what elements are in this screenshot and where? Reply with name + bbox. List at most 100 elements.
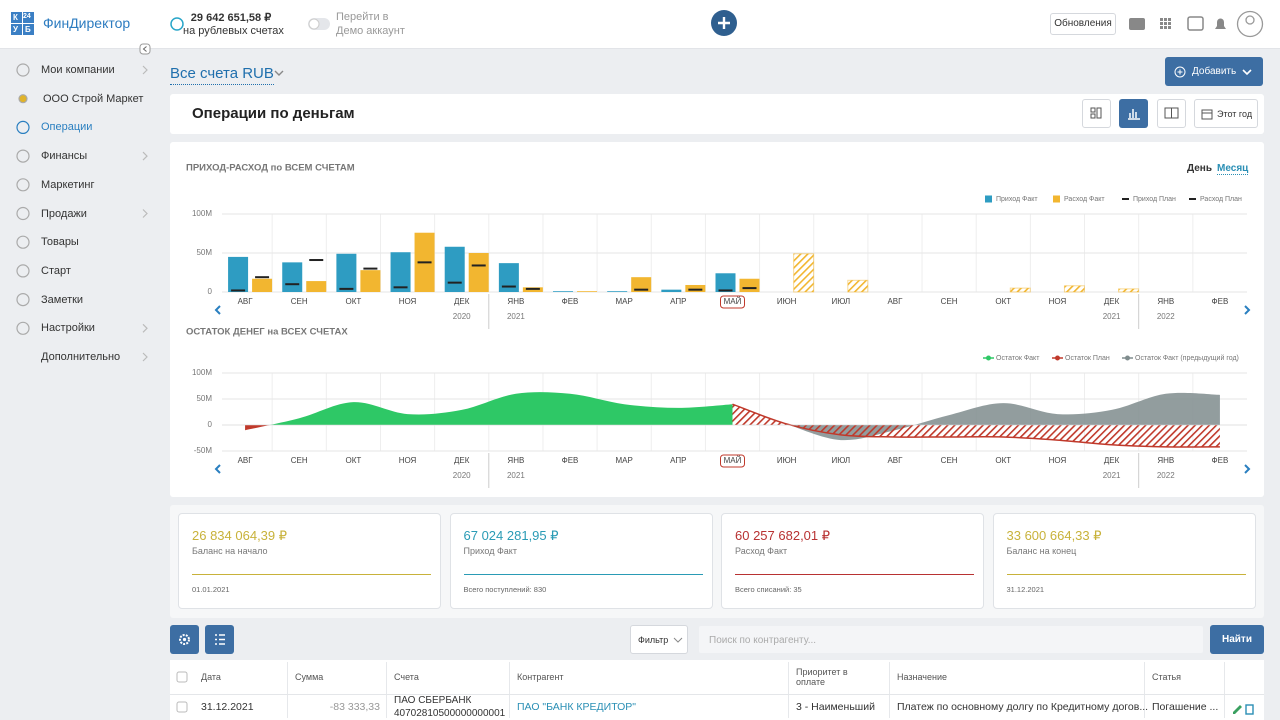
column-divider bbox=[1144, 662, 1145, 718]
plan-bar bbox=[1009, 287, 1031, 293]
bar bbox=[577, 291, 598, 292]
sidebar-item[interactable]: ООО Строй Маркет bbox=[43, 92, 144, 105]
bar bbox=[739, 278, 760, 292]
bar bbox=[607, 291, 628, 292]
column-header[interactable]: Назначение bbox=[897, 672, 948, 682]
x-tick-label: ИЮЛ bbox=[831, 456, 850, 465]
current-month-box bbox=[720, 454, 745, 468]
view-button[interactable] bbox=[1082, 99, 1111, 128]
table bbox=[170, 660, 1264, 720]
column-header[interactable]: Статья bbox=[1152, 672, 1182, 682]
year-label: 2022 bbox=[1157, 471, 1175, 480]
bar bbox=[444, 246, 465, 292]
bar bbox=[360, 270, 381, 292]
bar bbox=[228, 256, 249, 292]
y-tick-label: 100M bbox=[192, 368, 212, 377]
column-divider bbox=[386, 662, 387, 718]
chart-title: ПРИХОД-РАСХОД по ВСЕМ СЧЕТАМ bbox=[186, 163, 355, 174]
filter-label: Фильтр bbox=[638, 635, 669, 645]
updates-button[interactable]: Обновления bbox=[1050, 13, 1116, 35]
demo-label[interactable]: Перейти в bbox=[336, 11, 389, 23]
legend-label: Приход План bbox=[1133, 196, 1176, 203]
bar bbox=[390, 252, 411, 292]
column-divider bbox=[889, 662, 890, 718]
logo-box bbox=[23, 12, 34, 23]
legend-swatch bbox=[1055, 355, 1060, 361]
scroll-arrow[interactable] bbox=[214, 305, 221, 315]
wallet-icon[interactable] bbox=[1187, 16, 1204, 31]
sidebar-item[interactable]: Дополнительно bbox=[41, 351, 121, 363]
briefcase-icon[interactable] bbox=[1129, 18, 1145, 30]
sidebar-icon bbox=[16, 235, 30, 249]
sidebar-item[interactable]: Мои компании bbox=[41, 64, 115, 76]
column-header[interactable]: Приоритет в оплате bbox=[796, 667, 848, 687]
x-tick-label: СЕН bbox=[291, 456, 308, 465]
avatar[interactable] bbox=[1236, 10, 1264, 38]
edit-icon[interactable] bbox=[1233, 705, 1242, 714]
x-tick-label: ОКТ bbox=[346, 456, 362, 465]
column-divider bbox=[287, 662, 288, 718]
x-tick-label: ДЕК bbox=[1104, 456, 1120, 465]
collapse-button[interactable] bbox=[139, 43, 151, 55]
column-header[interactable]: Счета bbox=[394, 672, 419, 682]
chart: ОСТАТОК ДЕНЕГ на ВСЕХ СЧЕТАХ -50M 0 50M 100M… bbox=[186, 327, 1251, 488]
accounts-select[interactable]: Все счета RUB bbox=[170, 65, 274, 85]
sidebar-item[interactable]: Продажи bbox=[41, 207, 87, 220]
demo-label[interactable]: Демо аккаунт bbox=[336, 25, 405, 37]
cell-counterparty[interactable]: ПАО "БАНК КРЕДИТОР" bbox=[517, 701, 637, 713]
x-tick-label: ЯНВ bbox=[1157, 297, 1174, 306]
scroll-arrow[interactable] bbox=[1244, 305, 1251, 315]
view-icon bbox=[1090, 107, 1102, 119]
sidebar-item[interactable]: Старт bbox=[41, 264, 71, 277]
charts: ПРИХОД-РАСХОД по ВСЕМ СЧЕТАМ 0 50M 100M АВГ С… bbox=[186, 163, 1251, 488]
refresh-icon[interactable] bbox=[170, 17, 184, 31]
bell-icon[interactable] bbox=[1215, 18, 1226, 29]
chart-view-button[interactable] bbox=[1119, 99, 1148, 128]
x-tick-label: СЕН bbox=[941, 456, 958, 465]
column-header[interactable]: Сумма bbox=[295, 672, 324, 682]
card-note: Всего поступлений: 830 bbox=[463, 585, 547, 594]
cell-amount: -83 333,33 bbox=[329, 701, 380, 713]
x-tick-label: ЯНВ bbox=[1157, 456, 1174, 465]
select-all-checkbox[interactable] bbox=[176, 671, 188, 683]
sidebar-item[interactable]: Товары bbox=[41, 236, 79, 249]
x-tick-label: МАР bbox=[616, 456, 633, 465]
row-checkbox[interactable] bbox=[176, 701, 188, 713]
sidebar-item[interactable]: Заметки bbox=[41, 293, 84, 306]
delete-icon[interactable] bbox=[1245, 704, 1254, 715]
year-label: 2021 bbox=[1103, 471, 1121, 480]
accounts-chevron[interactable] bbox=[272, 68, 286, 78]
settings-button[interactable] bbox=[170, 625, 199, 654]
sidebar-item[interactable]: Операции bbox=[41, 121, 93, 134]
period-button[interactable]: Этот год bbox=[1194, 99, 1258, 128]
bar bbox=[715, 273, 736, 292]
columns-button[interactable] bbox=[205, 625, 234, 654]
sidebar-item[interactable]: Маркетинг bbox=[41, 178, 95, 191]
day-toggle[interactable]: День bbox=[1187, 163, 1212, 174]
apps-icon[interactable] bbox=[1160, 18, 1171, 29]
sidebar-item[interactable]: Настройки bbox=[41, 322, 95, 335]
month-toggle[interactable]: Месяц bbox=[1217, 163, 1249, 175]
column-header[interactable]: Контрагент bbox=[517, 672, 564, 682]
column-header[interactable]: Дата bbox=[201, 672, 221, 682]
legend-label: Остаток Факт (предыдущий год) bbox=[1135, 354, 1239, 362]
scroll-arrow[interactable] bbox=[214, 464, 221, 474]
chart-title: ОСТАТОК ДЕНЕГ на ВСЕХ СЧЕТАХ bbox=[186, 327, 348, 338]
avatar-head bbox=[1245, 15, 1255, 25]
balance-area bbox=[245, 392, 733, 425]
sidebar-icon bbox=[16, 149, 30, 163]
find-button[interactable]: Найти bbox=[1210, 625, 1264, 654]
search-placeholder: Поиск по контрагенту... bbox=[709, 635, 817, 646]
split-view-button[interactable] bbox=[1157, 99, 1186, 128]
sidebar-item[interactable]: Финансы bbox=[41, 150, 88, 163]
filter-dropdown[interactable]: Фильтр bbox=[630, 625, 688, 654]
search-input[interactable]: Поиск по контрагенту... bbox=[698, 625, 1204, 654]
card-label: Баланс на конец bbox=[1006, 546, 1077, 556]
card-line bbox=[463, 574, 703, 575]
plan-bar bbox=[847, 279, 869, 293]
summary-card: 33 600 664,33 ₽ Баланс на конец 31.12.2021 bbox=[992, 513, 1256, 609]
summary-card: 26 834 064,39 ₽ Баланс на начало 01.01.202… bbox=[178, 513, 441, 609]
scroll-arrow[interactable] bbox=[1244, 464, 1251, 474]
add-dropdown[interactable]: Добавить bbox=[1165, 57, 1263, 86]
legend-label: Остаток План bbox=[1065, 355, 1110, 362]
